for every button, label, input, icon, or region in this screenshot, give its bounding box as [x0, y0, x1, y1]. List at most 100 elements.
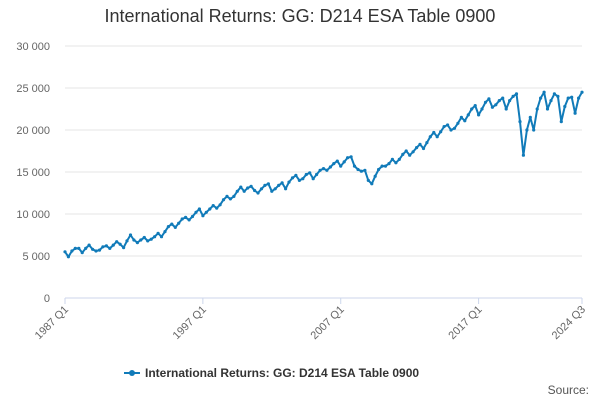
data-point[interactable]: [421, 146, 426, 151]
data-point[interactable]: [115, 240, 119, 244]
data-point[interactable]: [401, 152, 405, 156]
data-point[interactable]: [153, 235, 157, 239]
data-point[interactable]: [266, 182, 270, 186]
data-point[interactable]: [239, 185, 243, 189]
data-point[interactable]: [518, 120, 522, 124]
data-point[interactable]: [294, 173, 298, 177]
data-point[interactable]: [432, 130, 436, 135]
data-point[interactable]: [504, 107, 508, 111]
data-point[interactable]: [273, 187, 277, 191]
data-point[interactable]: [566, 96, 570, 100]
data-point[interactable]: [259, 187, 264, 191]
data-point[interactable]: [73, 246, 77, 250]
data-point[interactable]: [466, 113, 470, 117]
data-point[interactable]: [349, 155, 353, 159]
data-point[interactable]: [104, 244, 108, 248]
data-point[interactable]: [528, 115, 532, 119]
data-point[interactable]: [449, 128, 453, 132]
data-point[interactable]: [201, 214, 205, 218]
data-point[interactable]: [418, 142, 422, 146]
data-point[interactable]: [435, 135, 439, 139]
data-point[interactable]: [211, 204, 215, 208]
data-point[interactable]: [356, 167, 360, 172]
data-point[interactable]: [335, 159, 339, 163]
data-point[interactable]: [232, 194, 236, 198]
data-point[interactable]: [383, 164, 388, 168]
data-point[interactable]: [190, 214, 195, 219]
data-point[interactable]: [204, 210, 208, 214]
data-point[interactable]: [318, 168, 322, 172]
data-point[interactable]: [525, 128, 529, 132]
data-point[interactable]: [111, 243, 115, 247]
data-point[interactable]: [173, 225, 177, 229]
data-point[interactable]: [577, 96, 581, 100]
data-point[interactable]: [132, 238, 136, 242]
data-point[interactable]: [311, 177, 315, 181]
data-point[interactable]: [228, 197, 232, 201]
data-point[interactable]: [166, 225, 170, 229]
data-point[interactable]: [570, 95, 574, 99]
data-point[interactable]: [573, 111, 577, 115]
data-point[interactable]: [284, 187, 288, 191]
data-point[interactable]: [552, 92, 557, 96]
data-point[interactable]: [94, 249, 98, 253]
data-point[interactable]: [215, 206, 219, 210]
data-point[interactable]: [452, 126, 457, 130]
data-point[interactable]: [277, 183, 281, 187]
data-point[interactable]: [339, 164, 343, 168]
data-point[interactable]: [490, 105, 494, 109]
data-point[interactable]: [328, 165, 332, 169]
data-point[interactable]: [387, 162, 391, 166]
data-point[interactable]: [370, 182, 374, 186]
data-point[interactable]: [563, 104, 567, 109]
data-point[interactable]: [125, 239, 129, 243]
data-point[interactable]: [477, 113, 481, 117]
data-point[interactable]: [535, 107, 539, 111]
data-point[interactable]: [539, 96, 543, 100]
data-point[interactable]: [514, 92, 519, 96]
data-point[interactable]: [556, 94, 560, 98]
data-point[interactable]: [352, 164, 357, 168]
data-point[interactable]: [194, 210, 198, 214]
data-point[interactable]: [218, 203, 222, 207]
data-point[interactable]: [480, 107, 484, 111]
data-point[interactable]: [456, 121, 460, 125]
data-point[interactable]: [66, 255, 70, 259]
data-point[interactable]: [359, 169, 363, 173]
data-point[interactable]: [545, 107, 550, 111]
data-point[interactable]: [425, 141, 429, 145]
data-point[interactable]: [521, 153, 526, 157]
data-point[interactable]: [159, 235, 164, 239]
data-point[interactable]: [511, 94, 515, 98]
data-point[interactable]: [221, 198, 226, 202]
data-point[interactable]: [487, 97, 491, 101]
data-point[interactable]: [549, 99, 553, 103]
legend[interactable]: International Returns: GG: D214 ESA Tabl…: [124, 366, 419, 380]
data-point[interactable]: [342, 160, 346, 164]
data-point[interactable]: [280, 181, 284, 185]
data-point[interactable]: [246, 186, 250, 190]
data-point[interactable]: [325, 168, 329, 172]
data-point[interactable]: [404, 149, 408, 153]
data-point[interactable]: [473, 104, 477, 108]
data-point[interactable]: [346, 156, 350, 160]
data-point[interactable]: [508, 99, 512, 103]
data-point[interactable]: [149, 237, 153, 241]
data-point[interactable]: [70, 249, 74, 253]
data-point[interactable]: [253, 188, 257, 193]
data-point[interactable]: [270, 189, 274, 193]
data-point[interactable]: [332, 162, 336, 166]
data-point[interactable]: [91, 247, 95, 251]
data-point[interactable]: [315, 172, 319, 177]
data-point[interactable]: [249, 184, 253, 188]
data-point[interactable]: [532, 128, 536, 132]
data-point[interactable]: [180, 217, 184, 221]
data-point[interactable]: [428, 135, 432, 139]
data-point[interactable]: [184, 215, 188, 219]
data-point[interactable]: [77, 246, 81, 250]
data-point[interactable]: [128, 233, 133, 237]
data-point[interactable]: [497, 99, 501, 103]
data-point[interactable]: [415, 146, 419, 150]
data-point[interactable]: [156, 231, 160, 235]
data-point[interactable]: [366, 178, 370, 182]
